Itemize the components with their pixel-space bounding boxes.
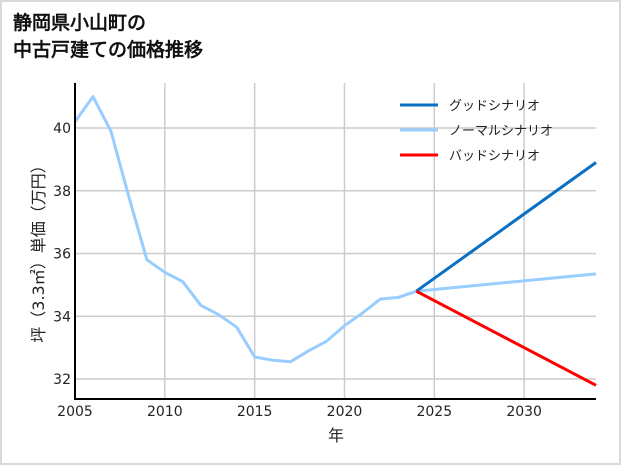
x-tick-label: 2010: [147, 404, 183, 420]
x-axis-label: 年: [328, 426, 344, 445]
y-tick-label: 34: [53, 309, 71, 325]
tick-labels: 2005 2010 2015 2020 2025 2030 32 34 36 38 40: [53, 121, 542, 420]
legend-label: バッドシナリオ: [449, 149, 540, 164]
x-tick-label: 2005: [57, 404, 93, 420]
title-line-1: 静岡県小山町の: [13, 12, 147, 34]
axes: [74, 83, 596, 400]
chart-title: 静岡県小山町の 中古戸建ての価格推移: [13, 10, 203, 64]
y-tick-label: 32: [53, 372, 71, 388]
series-line: [415, 161, 597, 293]
data-lines: [73, 95, 597, 387]
y-tick-label: 36: [53, 247, 71, 263]
x-tick-label: 2020: [327, 404, 363, 420]
legend-label: ノーマルシナリオ: [449, 124, 553, 139]
y-tick-label: 40: [53, 121, 71, 137]
x-tick-label: 2025: [416, 404, 452, 420]
legend-label: グッドシナリオ: [449, 99, 540, 114]
x-tick-label: 2030: [506, 404, 542, 420]
series-line: [415, 289, 597, 387]
x-tick-label: 2015: [237, 404, 273, 420]
y-tick-label: 38: [53, 184, 71, 200]
series-line: [73, 95, 597, 364]
y-axis-label: 坪（3.3㎡）単価（万円）: [29, 157, 48, 342]
title-line-2: 中古戸建ての価格推移: [13, 39, 204, 61]
